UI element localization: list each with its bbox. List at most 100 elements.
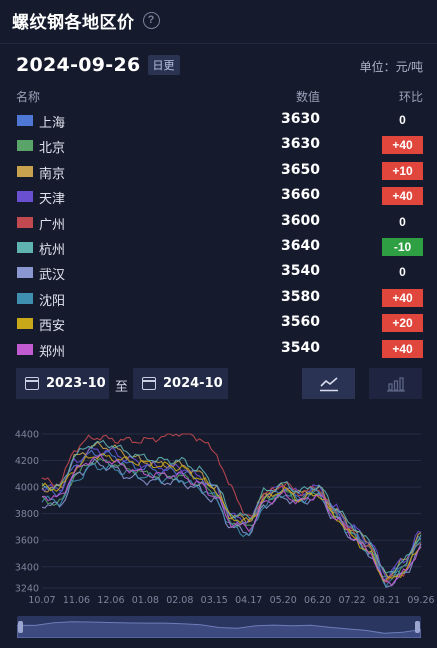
series-color-swatch	[17, 292, 33, 304]
city-name: 上海	[39, 115, 66, 130]
list-item[interactable]: 武汉 3540 0	[0, 260, 437, 285]
series-color-swatch	[17, 267, 33, 279]
list-item[interactable]: 天津 3660 +40	[0, 184, 437, 209]
update-frequency-badge: 日更	[147, 55, 180, 75]
end-date-picker[interactable]: 2024-10	[133, 368, 228, 399]
list-item[interactable]: 郑州 3540 +40	[0, 337, 437, 362]
list-item[interactable]: 北京 3630 +40	[0, 133, 437, 158]
slider-end-handle[interactable]	[415, 621, 420, 633]
slider-start-handle[interactable]	[18, 621, 23, 633]
series-color-swatch	[17, 191, 33, 203]
price-value: 3560	[281, 314, 320, 331]
city-name: 郑州	[39, 343, 66, 359]
calendar-icon	[142, 377, 156, 390]
column-header-value: 数值	[295, 90, 320, 104]
date-range-row: 2023-10 至 2024-10	[0, 368, 437, 400]
end-date-value: 2024-10	[163, 376, 223, 391]
help-icon[interactable]: ?	[142, 11, 160, 29]
start-date-value: 2023-10	[46, 376, 106, 391]
change-badge: +10	[382, 161, 423, 180]
calendar-icon	[25, 377, 39, 390]
list-item[interactable]: 上海 3630 0	[0, 108, 437, 133]
city-name: 广州	[39, 216, 66, 232]
y-tick-label: 3800	[15, 509, 39, 520]
x-tick-label: 06.20	[304, 595, 331, 606]
list-item[interactable]: 南京 3650 +10	[0, 159, 437, 184]
city-name: 西安	[39, 318, 66, 334]
price-value: 3540	[281, 263, 320, 280]
series-line-3	[41, 441, 422, 580]
city-name: 南京	[39, 165, 66, 181]
change-badge: +20	[382, 314, 423, 333]
line-chart-toggle[interactable]	[302, 368, 355, 399]
price-list: 上海 3630 0 北京 3630 +40 南京 3650 +10 天津 3660 +40 广州 3600…	[0, 108, 437, 362]
series-line-4	[41, 446, 422, 579]
divider	[0, 43, 437, 44]
change-badge: 0	[399, 113, 406, 127]
column-header-change: 环比	[398, 90, 423, 104]
price-value: 3580	[281, 288, 320, 305]
city-name: 沈阳	[39, 292, 66, 308]
column-header-name: 名称	[16, 90, 41, 104]
x-tick-label: 07.22	[338, 595, 365, 606]
price-value: 3640	[281, 237, 320, 254]
series-line-6	[41, 439, 422, 574]
series-color-swatch	[17, 343, 33, 355]
list-item[interactable]: 西安 3560 +20	[0, 311, 437, 336]
series-line-10	[41, 453, 422, 587]
change-badge: -10	[382, 237, 423, 256]
page-title: 螺纹钢各地区价	[12, 12, 135, 32]
price-value: 3600	[281, 212, 320, 229]
series-color-swatch	[17, 165, 33, 177]
list-item[interactable]: 杭州 3640 -10	[0, 235, 437, 260]
bar-chart-icon	[386, 376, 405, 392]
series-line-8	[41, 463, 422, 588]
range-separator: 至	[115, 379, 129, 394]
y-tick-label: 3600	[15, 536, 39, 547]
x-tick-label: 02.08	[166, 595, 193, 606]
x-tick-label: 04.17	[235, 595, 262, 606]
date-row: 2024-09-26 日更	[16, 54, 180, 76]
x-tick-label: 01.08	[132, 595, 159, 606]
x-tick-label: 08.21	[373, 595, 400, 606]
report-date: 2024-09-26	[16, 54, 141, 76]
unit-label: 单位：元/吨	[359, 60, 423, 74]
y-tick-label: 3240	[15, 584, 39, 595]
change-badge: +40	[382, 339, 423, 358]
x-tick-label: 10.07	[28, 595, 55, 606]
price-value: 3540	[281, 339, 320, 356]
bar-chart-toggle[interactable]	[369, 368, 422, 399]
price-value: 3660	[281, 187, 320, 204]
city-name: 北京	[39, 140, 66, 156]
list-item[interactable]: 沈阳 3580 +40	[0, 286, 437, 311]
y-tick-label: 4400	[15, 430, 39, 441]
price-line-chart: 3240 3400 3600 3800 4000 4200 4400 10.07 11.06 12…	[15, 430, 435, 607]
series-line-9	[41, 453, 422, 582]
start-date-picker[interactable]: 2023-10	[16, 368, 109, 399]
change-badge: 0	[399, 214, 406, 229]
change-badge: 0	[399, 265, 406, 280]
slider-preview	[17, 621, 421, 638]
price-value: 3630	[281, 111, 320, 127]
city-name: 武汉	[39, 267, 66, 283]
x-tick-label: 09.26	[407, 595, 434, 606]
price-value: 3630	[281, 136, 320, 153]
x-tick-label: 05.20	[270, 595, 297, 606]
series-color-swatch	[17, 241, 33, 253]
y-tick-label: 3400	[15, 562, 39, 573]
zoom-slider[interactable]	[17, 616, 421, 638]
x-tick-label: 12.06	[97, 595, 124, 606]
series-color-swatch	[17, 318, 33, 330]
price-value: 3650	[281, 161, 320, 178]
x-tick-label: 03.15	[201, 595, 228, 606]
change-badge: +40	[382, 136, 423, 155]
change-badge: +40	[382, 187, 423, 206]
title-row: 螺纹钢各地区价 ?	[12, 7, 160, 33]
list-item[interactable]: 广州 3600 0	[0, 210, 437, 235]
change-badge: +40	[382, 288, 423, 307]
city-name: 天津	[39, 191, 66, 207]
y-tick-label: 4000	[15, 483, 39, 494]
series-color-swatch	[17, 140, 33, 152]
series-color-swatch	[17, 115, 33, 126]
